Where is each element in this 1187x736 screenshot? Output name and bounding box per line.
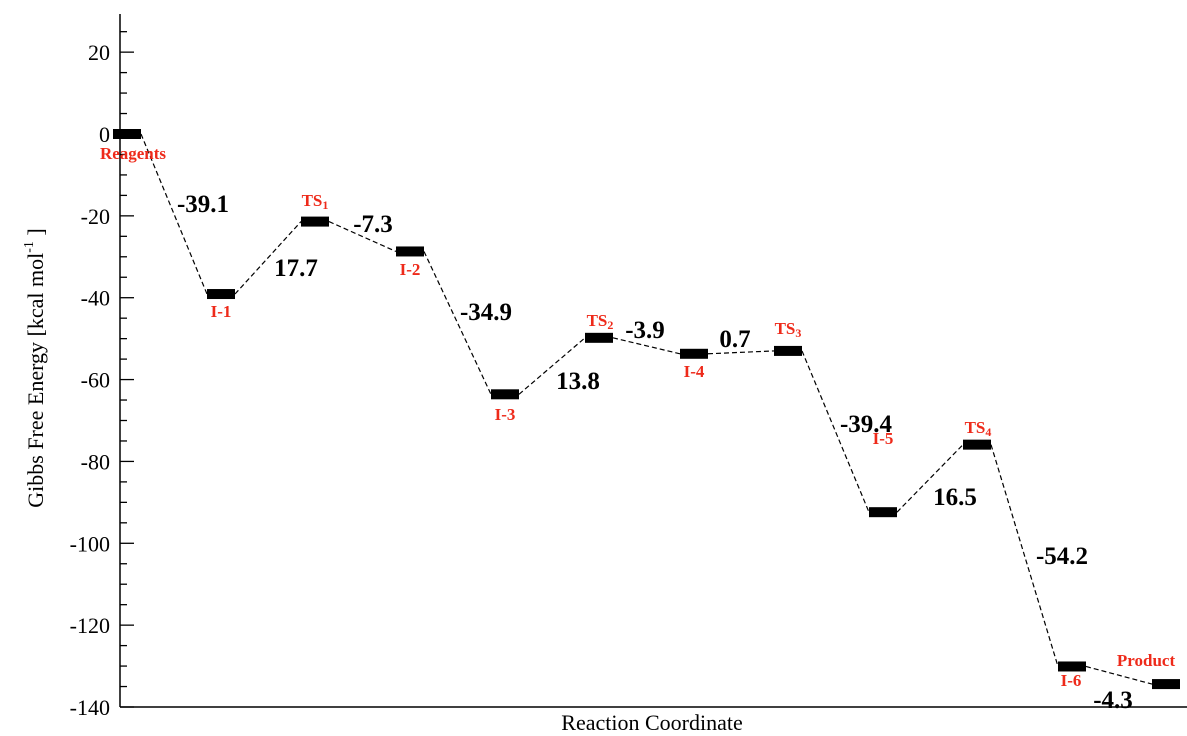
energy-change-label: -7.3 [353, 211, 393, 238]
state-label: TS4 [965, 418, 992, 439]
energy-level-bar [1058, 661, 1086, 672]
state-label: TS2 [587, 311, 614, 332]
energy-level-bar [396, 246, 424, 257]
energy-level-bar [1152, 679, 1180, 690]
state-label: TS1 [302, 191, 329, 212]
energy-change-label: 13.8 [556, 368, 600, 395]
energy-level-bar [680, 348, 708, 359]
energy-levels [113, 129, 1180, 690]
energy-change-label: -4.3 [1093, 687, 1133, 714]
axes: 20 0 -20 -40 -60 -80 -100 -120 -140 Reaction Coor… [22, 14, 1187, 735]
y-tick-label: -40 [81, 286, 110, 311]
connector-line [518, 337, 586, 395]
state-label: I-6 [1061, 671, 1082, 690]
y-tick-label: -20 [81, 204, 110, 229]
labels: Reagents I-1 TS1 I-2 I-3 TS2 I-4 TS3 I-5 TS4 I-6 Pr… [100, 144, 1176, 714]
y-tick-label: -120 [70, 613, 110, 638]
connector-line [612, 337, 681, 355]
connector-line [140, 133, 208, 295]
state-label: Product [1117, 651, 1176, 670]
connector-line [1085, 665, 1153, 685]
energy-level-bar [869, 507, 897, 518]
connector-line [707, 350, 775, 355]
y-tick-label: 20 [88, 40, 110, 65]
y-tick-label: -60 [81, 368, 110, 393]
energy-change-label: -3.9 [625, 317, 665, 344]
energy-change-label: -34.9 [460, 299, 512, 326]
connector-line [423, 251, 492, 395]
connectors [140, 133, 1153, 685]
energy-change-label: 17.7 [274, 255, 318, 282]
y-tick-label: -140 [70, 695, 110, 720]
energy-change-label: -54.2 [1036, 543, 1088, 570]
state-label: I-5 [873, 429, 894, 448]
energy-level-bar [491, 389, 519, 400]
energy-level-bar [207, 289, 235, 300]
y-tick-label: -80 [81, 449, 110, 474]
state-label: I-2 [400, 260, 421, 279]
connector-line [801, 350, 870, 513]
energy-level-bar [113, 129, 141, 139]
state-label: I-4 [684, 362, 705, 381]
energy-level-bar [774, 345, 802, 356]
energy-level-bar [585, 332, 613, 343]
energy-level-bar [963, 439, 991, 450]
y-axis-title: Gibbs Free Energy [kcal mol-1 ] [22, 228, 48, 507]
x-axis-title: Reaction Coordinate [561, 710, 742, 735]
energy-change-label: -39.1 [177, 191, 229, 218]
energy-change-label: 16.5 [933, 484, 977, 511]
state-label: I-3 [495, 405, 516, 424]
energy-level-bar [301, 216, 329, 227]
connector-line [328, 221, 397, 253]
energy-change-label: 0.7 [719, 326, 750, 353]
connector-line [990, 444, 1059, 667]
state-label: I-1 [211, 302, 232, 321]
state-label: TS3 [775, 319, 802, 340]
connector-line [234, 221, 302, 295]
y-tick-label: 0 [99, 122, 110, 147]
state-label: Reagents [100, 144, 166, 163]
energy-change-label: -39.4 [840, 411, 893, 438]
y-tick-label: -100 [70, 531, 110, 556]
